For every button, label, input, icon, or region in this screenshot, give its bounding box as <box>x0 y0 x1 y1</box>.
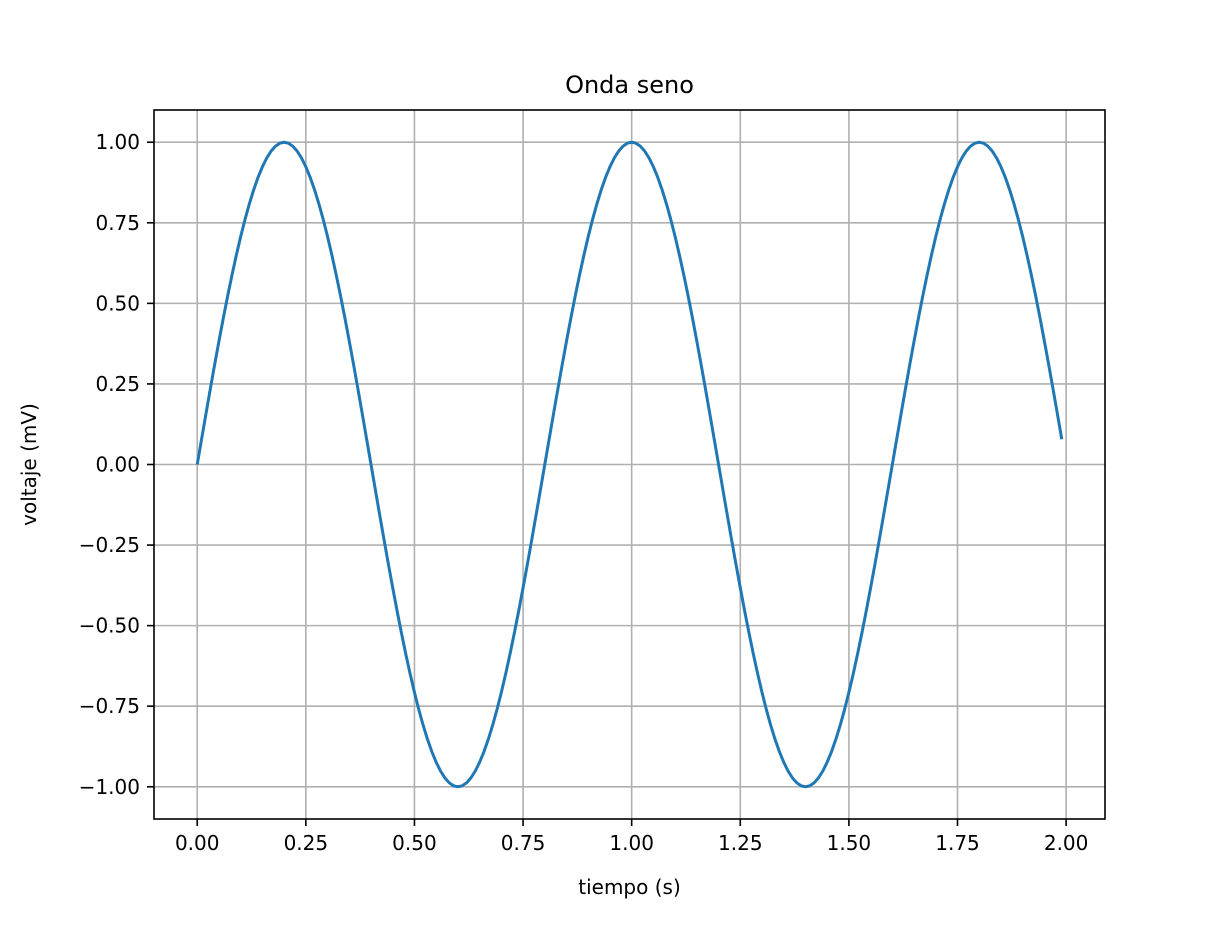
y-axis: −1.00 −0.75 −0.50 −0.25 0.00 0.25 0.50 0.75 1.00 <box>79 130 154 799</box>
y-tick-label: 1.00 <box>95 130 140 154</box>
x-tick-label: 0.25 <box>284 831 329 855</box>
chart-title: Onda seno <box>565 71 694 99</box>
y-tick-label: −0.50 <box>79 614 140 638</box>
y-tick-label: 0.25 <box>95 372 140 396</box>
y-tick-label: 0.75 <box>95 211 140 235</box>
x-tick-label: 0.50 <box>392 831 437 855</box>
y-tick-label: −1.00 <box>79 775 140 799</box>
x-axis: 0.00 0.25 0.50 0.75 1.00 1.25 1.50 1.75 2.00 <box>175 819 1088 855</box>
x-tick-label: 0.75 <box>501 831 546 855</box>
x-tick-label: 1.25 <box>718 831 763 855</box>
y-axis-label: voltaje (mV) <box>17 403 41 526</box>
y-tick-label: 0.00 <box>95 453 140 477</box>
x-tick-label: 1.00 <box>609 831 654 855</box>
x-axis-label: tiempo (s) <box>578 875 681 899</box>
series-layer <box>195 140 1064 789</box>
x-tick-label: 1.50 <box>827 831 872 855</box>
x-tick-label: 2.00 <box>1044 831 1089 855</box>
y-tick-label: −0.75 <box>79 694 140 718</box>
y-tick-label: 0.50 <box>95 291 140 315</box>
x-tick-label: 1.75 <box>935 831 980 855</box>
y-tick-label: −0.25 <box>79 533 140 557</box>
series-line <box>195 140 1064 789</box>
x-tick-label: 0.00 <box>175 831 220 855</box>
grid <box>154 110 1105 819</box>
